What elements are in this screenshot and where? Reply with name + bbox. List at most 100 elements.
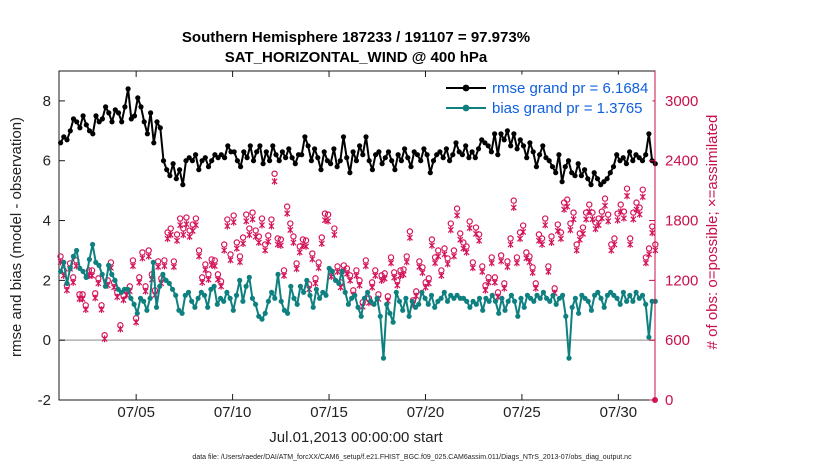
- y-right-tick-label: 1200: [665, 272, 698, 289]
- rmse-point: [302, 134, 308, 140]
- obs-assimilated-marker: [529, 269, 536, 277]
- rmse-point: [424, 152, 430, 158]
- bias-point: [438, 295, 444, 301]
- bias-point: [425, 301, 431, 307]
- bias-point: [598, 295, 604, 301]
- obs-possible-marker: [255, 233, 263, 240]
- obs-assimilated-marker: [539, 241, 546, 248]
- obs-assimilated-marker: [92, 294, 99, 302]
- rmse-point: [540, 143, 546, 149]
- obs-assimilated-marker: [579, 230, 586, 238]
- obs-possible-marker: [598, 208, 606, 215]
- obs-assimilated-marker: [155, 263, 162, 271]
- rmse-point: [636, 155, 642, 161]
- obs-assimilated-marker: [186, 233, 193, 241]
- bias-point: [499, 295, 505, 301]
- bias-point: [646, 334, 652, 340]
- rmse-point: [556, 152, 562, 158]
- rmse-point: [585, 176, 591, 182]
- obs-assimilated-marker: [438, 272, 445, 280]
- bias-point: [387, 310, 393, 316]
- obs-possible-marker: [636, 204, 643, 211]
- obs-assimilated-marker: [513, 259, 520, 267]
- obs-possible-marker: [246, 225, 253, 232]
- rmse-point: [209, 158, 215, 164]
- obs-possible-marker: [567, 220, 574, 227]
- obs-assimilated-marker: [218, 282, 225, 290]
- bias-point: [601, 304, 607, 310]
- bias-point: [64, 280, 70, 286]
- bias-point: [627, 292, 633, 298]
- obs-possible-marker: [180, 225, 187, 232]
- bias-point: [249, 295, 255, 301]
- rmse-point: [389, 158, 395, 164]
- bias-point: [230, 307, 236, 313]
- obs-assimilated-marker: [353, 272, 360, 280]
- rmse-point: [193, 152, 199, 158]
- bias-point: [106, 262, 112, 268]
- obs-assimilated-marker: [79, 295, 86, 303]
- y-axis-label-left: rmse and bias (model - observation): [8, 117, 25, 357]
- rmse-point: [109, 119, 115, 125]
- bias-point: [563, 313, 569, 319]
- rmse-point: [247, 143, 253, 149]
- obs-possible-marker: [406, 228, 414, 235]
- bias-point: [572, 295, 579, 301]
- rmse-point: [106, 110, 112, 116]
- obs-assimilated-marker: [287, 226, 294, 234]
- legend-bias-marker: [462, 104, 470, 112]
- rmse-point: [369, 167, 375, 173]
- bias-point: [336, 280, 342, 286]
- bias-point: [624, 298, 630, 304]
- rmse-point: [463, 143, 469, 149]
- bias-point: [272, 295, 278, 301]
- obs-assimilated-marker: [595, 221, 602, 229]
- rmse-point: [440, 155, 446, 161]
- bias-point: [352, 292, 358, 298]
- obs-possible-marker: [331, 225, 338, 232]
- x-tick-label: 07/10: [214, 404, 252, 421]
- rmse-point: [450, 152, 456, 158]
- bias-point: [400, 307, 406, 313]
- obs-assimilated-marker: [117, 325, 124, 333]
- bias-point: [278, 298, 284, 304]
- rmse-point: [614, 152, 620, 158]
- obs-assimilated-marker: [435, 252, 442, 260]
- rmse-point: [482, 140, 488, 146]
- y-axis-label-right: # of obs: o=possible; ×=assimilated: [704, 115, 721, 350]
- obs-assimilated-marker: [255, 239, 262, 246]
- rmse-point: [392, 167, 398, 173]
- rmse-point: [604, 176, 610, 182]
- rmse-point: [472, 155, 478, 161]
- rmse-point: [347, 170, 353, 176]
- obs-assimilated-marker: [491, 279, 498, 286]
- rmse-point: [141, 119, 147, 125]
- rmse-point: [334, 164, 340, 170]
- obs-possible-marker: [183, 214, 190, 221]
- y-left-tick-label: 0: [43, 332, 51, 349]
- bias-point: [620, 289, 627, 295]
- bias-point: [537, 295, 543, 301]
- obs-possible-marker: [554, 221, 561, 228]
- obs-possible-marker: [601, 195, 609, 202]
- obs-assimilated-marker: [432, 259, 439, 267]
- rmse-point: [67, 128, 73, 134]
- obs-assimilated-marker: [601, 202, 609, 210]
- bias-point: [531, 298, 537, 304]
- obs-assimilated-marker: [557, 235, 564, 243]
- rmse-point: [337, 158, 343, 164]
- obs-assimilated-marker: [170, 263, 177, 271]
- obs-assimilated-marker: [240, 240, 247, 247]
- obs-assimilated-marker: [507, 241, 514, 248]
- obs-assimilated-marker: [224, 222, 231, 230]
- bias-point: [70, 253, 76, 259]
- bias-point: [259, 316, 265, 322]
- bias-point: [134, 310, 140, 316]
- obs-possible-marker: [626, 235, 634, 242]
- obs-assimilated-marker: [161, 262, 168, 270]
- rmse-point: [357, 143, 363, 149]
- rmse-point: [254, 149, 260, 155]
- obs-possible-marker: [617, 201, 624, 208]
- obs-assimilated-marker: [444, 260, 451, 268]
- rmse-point: [90, 131, 96, 137]
